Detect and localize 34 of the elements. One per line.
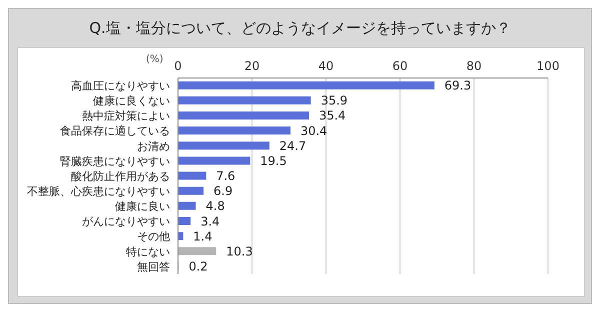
x-tick-label: 100	[536, 59, 560, 73]
x-tick-label: 20	[244, 59, 260, 73]
data-label: 0.2	[188, 260, 208, 274]
y-tick-label: その他	[137, 230, 170, 244]
y-tick-label: 食品保存に適している	[60, 124, 170, 138]
x-tick-label: 40	[318, 59, 334, 73]
data-label: 7.6	[216, 169, 236, 184]
y-tick-label: 高血圧になりやすい	[71, 79, 170, 92]
y-tick-label: 腎臓疾患になりやすい	[60, 154, 170, 168]
y-tick-label: 熱中症対策によい	[82, 110, 170, 123]
y-tick-label: 特にない	[126, 245, 170, 258]
y-tick-label: 酸化防止作用がある	[71, 170, 170, 183]
y-tick-label: お清め	[137, 140, 170, 153]
data-label: 30.4	[300, 124, 328, 138]
chart-title: Q.塩・塩分について、どのようなイメージを持っていますか？	[88, 18, 512, 39]
y-tick-label: 健康に良い	[115, 200, 170, 214]
x-tick-label: 60	[392, 59, 408, 73]
data-label: 35.9	[320, 94, 348, 108]
data-label: 35.4	[318, 108, 346, 123]
data-label: 69.3	[444, 78, 472, 93]
data-label: 19.5	[260, 154, 287, 168]
data-label: 3.4	[200, 214, 220, 228]
y-tick-label: がんになりやすい	[82, 215, 170, 228]
data-label: 24.7	[279, 138, 306, 153]
data-label: 6.9	[214, 184, 233, 198]
y-tick-label: 健康に良くない	[93, 94, 170, 108]
x-axis-title: (%)	[146, 54, 164, 65]
y-tick-label: 無回答	[137, 260, 170, 274]
data-label: 4.8	[206, 199, 225, 214]
x-tick-label: 0	[174, 59, 182, 73]
data-label: 1.4	[193, 229, 212, 244]
y-tick-label: 不整脈、心疾患になりやすい	[27, 184, 170, 198]
x-tick-label: 80	[466, 59, 482, 73]
data-label: 10.3	[226, 244, 253, 258]
